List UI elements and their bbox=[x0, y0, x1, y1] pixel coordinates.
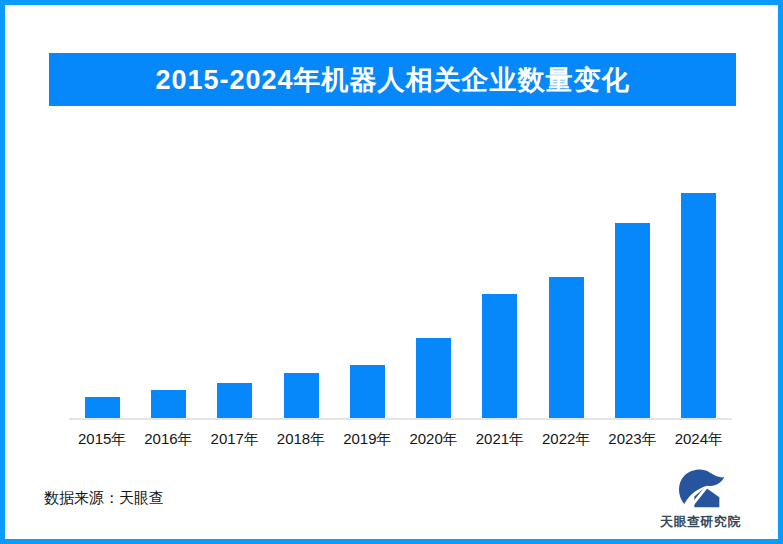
bar-2015年 bbox=[85, 397, 120, 418]
x-axis-label-2019年: 2019年 bbox=[334, 430, 400, 449]
logo-text: 天眼查研究院 bbox=[660, 513, 741, 531]
bar-2018年 bbox=[284, 373, 319, 418]
x-axis-labels: 2015年2016年2017年2018年2019年2020年2021年2022年… bbox=[69, 430, 732, 449]
infographic-page: 2015-2024年机器人相关企业数量变化 2015年2016年2017年201… bbox=[0, 0, 783, 544]
bar-2016年 bbox=[151, 390, 186, 418]
x-axis-label-2015年: 2015年 bbox=[69, 430, 135, 449]
x-axis-label-2024年: 2024年 bbox=[666, 430, 732, 449]
bar-2023年 bbox=[615, 223, 650, 418]
chart-column-2024年 bbox=[666, 150, 732, 418]
chart-column-2018年 bbox=[268, 150, 334, 418]
tianyancha-research-logo: 天眼查研究院 bbox=[653, 467, 748, 531]
chart-plot-area bbox=[69, 150, 732, 420]
x-axis-label-2022年: 2022年 bbox=[533, 430, 599, 449]
bar-2017年 bbox=[217, 383, 252, 418]
x-axis-label-2020年: 2020年 bbox=[400, 430, 466, 449]
chart-column-2020年 bbox=[400, 150, 466, 418]
data-source-text: 数据来源：天眼查 bbox=[44, 489, 164, 508]
bar-chart: 2015年2016年2017年2018年2019年2020年2021年2022年… bbox=[69, 150, 732, 449]
tianyancha-eye-house-icon bbox=[676, 467, 726, 511]
bar-2021年 bbox=[482, 294, 517, 418]
chart-column-2016年 bbox=[135, 150, 201, 418]
chart-column-2017年 bbox=[202, 150, 268, 418]
chart-column-2023年 bbox=[599, 150, 665, 418]
x-axis-label-2021年: 2021年 bbox=[467, 430, 533, 449]
bar-2020年 bbox=[416, 338, 451, 418]
x-axis-label-2023年: 2023年 bbox=[599, 430, 665, 449]
bar-2024年 bbox=[681, 193, 716, 418]
bar-2019年 bbox=[350, 365, 385, 418]
chart-column-2022年 bbox=[533, 150, 599, 418]
chart-column-2015年 bbox=[69, 150, 135, 418]
chart-title: 2015-2024年机器人相关企业数量变化 bbox=[155, 62, 629, 98]
chart-column-2019年 bbox=[334, 150, 400, 418]
chart-column-2021年 bbox=[467, 150, 533, 418]
chart-title-banner: 2015-2024年机器人相关企业数量变化 bbox=[49, 53, 736, 106]
x-axis-label-2016年: 2016年 bbox=[135, 430, 201, 449]
x-axis-label-2018年: 2018年 bbox=[268, 430, 334, 449]
bar-2022年 bbox=[549, 277, 584, 418]
x-axis-label-2017年: 2017年 bbox=[202, 430, 268, 449]
